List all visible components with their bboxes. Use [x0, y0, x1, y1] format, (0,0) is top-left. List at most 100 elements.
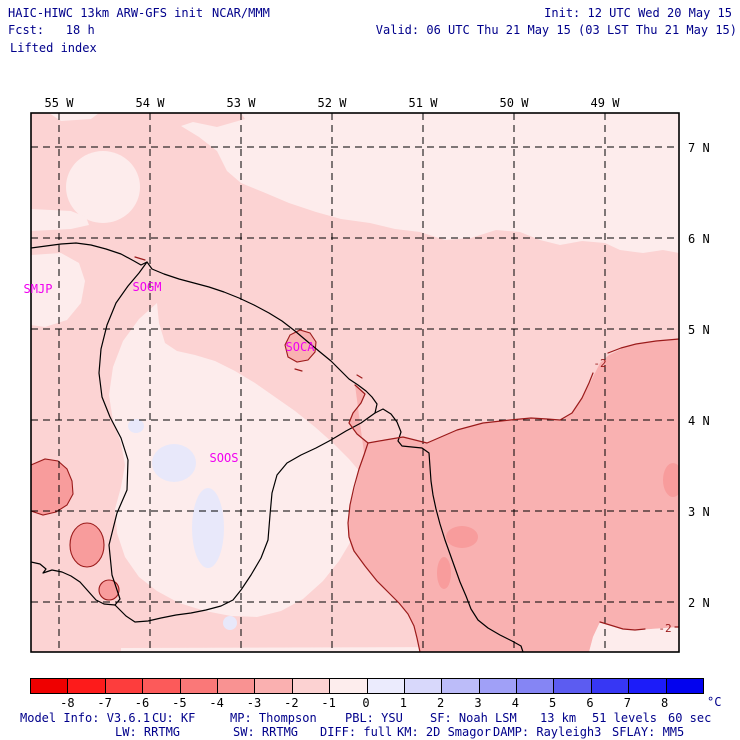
- lon-label: 50 W: [500, 96, 530, 110]
- border-southeast: [114, 412, 376, 623]
- colorbar-tick-label: 8: [661, 696, 669, 710]
- contoured-blob: [69, 522, 105, 568]
- colorbar-tick-label: 3: [474, 696, 482, 710]
- valid-time: Valid: 06 UTC Thu 21 May 15 (03 LST Thu …: [375, 23, 737, 37]
- contour-fragment: [294, 368, 303, 372]
- lon-label: 54 W: [136, 96, 166, 110]
- fill-dark-southeast: [348, 339, 679, 652]
- model-info-item: 60 sec: [668, 711, 712, 725]
- model-info-item: SW: RRTMG: [233, 725, 299, 739]
- border-west-stub: [31, 561, 116, 606]
- station-label: SMJP: [24, 282, 53, 296]
- colorbar-segment: [554, 679, 592, 693]
- fill-pale-bottom-strip: [121, 647, 481, 652]
- colorbar-tick-label: 7: [623, 696, 631, 710]
- lat-label: 6 N: [688, 232, 710, 246]
- colorbar-segment: [404, 679, 443, 693]
- colorbar-tick-label: -1: [321, 696, 336, 710]
- station-label: SOGM: [133, 280, 162, 294]
- model-info-item: SFLAY: MM5: [612, 725, 685, 739]
- contoured-blob-soca: [284, 329, 317, 363]
- lat-label: 7 N: [688, 141, 710, 155]
- longitude-labels: 55 W 54 W 53 W 52 W 51 W 50 W 49 W: [45, 96, 621, 110]
- map-frame: [30, 112, 680, 653]
- colorbar-tick-label: -7: [97, 696, 112, 710]
- fill-pale-notch: [49, 113, 99, 121]
- border-river-west: [98, 261, 148, 606]
- model-info-item: MP: Thompson: [230, 711, 317, 725]
- model-info-item: DAMP: Rayleigh3: [493, 725, 602, 739]
- lon-label: 51 W: [409, 96, 439, 110]
- contour-fragment: [356, 374, 363, 379]
- colorbar-tick-label: 0: [362, 696, 370, 710]
- colorbar-tick-label: -5: [172, 696, 187, 710]
- latitude-labels: 7 N 6 N 5 N 4 N 3 N 2 N: [688, 141, 710, 610]
- colorbar-segment: [255, 679, 293, 693]
- contour-line-neg2: [348, 338, 679, 444]
- station-label: SOCA: [286, 340, 316, 354]
- contoured-blob: [31, 458, 74, 516]
- lon-label: 49 W: [591, 96, 621, 110]
- colorbar-segment: [367, 679, 405, 693]
- colorbar-tick-label: 6: [586, 696, 594, 710]
- colorbar-tick-label: 2: [437, 696, 445, 710]
- fill-lavender-patch: [192, 488, 224, 568]
- fcst-hour: Fcst: 18 h: [8, 23, 95, 37]
- lat-label: 4 N: [688, 414, 710, 428]
- colorbar-segment: [479, 679, 518, 693]
- model-info-item: Model Info: V3.6.1: [20, 711, 151, 725]
- init-time: Init: 12 UTC Wed 20 May 15: [544, 6, 732, 20]
- latlon-grid: [31, 113, 679, 652]
- field-title: Lifted index: [10, 41, 97, 55]
- lon-label: 52 W: [318, 96, 348, 110]
- colorbar-segment: [68, 679, 106, 693]
- colorbar-tick-label: 1: [399, 696, 407, 710]
- model-info-item: 51 levels: [592, 711, 658, 725]
- colorbar-segment: [180, 679, 218, 693]
- colorbar-segment: [217, 679, 256, 693]
- contour-fragment: [134, 256, 146, 261]
- fill-lavender-patch: [223, 616, 237, 630]
- colorbar-tick-label: -8: [60, 696, 75, 710]
- fill-pale-se-corner: [589, 622, 679, 652]
- fill-lavender-patch: [128, 419, 144, 433]
- lon-label: 55 W: [45, 96, 75, 110]
- model-info-item: 13 km: [540, 711, 577, 725]
- colorbar-segment: [105, 679, 144, 693]
- station-label: SOOS: [210, 451, 239, 465]
- model-info-item: CU: KF: [152, 711, 196, 725]
- fill-darker-spot: [446, 526, 478, 548]
- contour-label: -2: [593, 357, 606, 370]
- org-label: NCAR/MMM: [212, 6, 270, 20]
- colorbar-segment: [292, 679, 331, 693]
- fill-pale-interior: [109, 303, 367, 617]
- colorbar-tick-label: 4: [511, 696, 519, 710]
- colorbar-tick-label: 5: [549, 696, 557, 710]
- contour-label: -2: [658, 622, 671, 635]
- colorbar-segment: [143, 679, 181, 693]
- colorbar-segment: [517, 679, 555, 693]
- coastline: [31, 242, 524, 652]
- lon-label: 53 W: [227, 96, 257, 110]
- model-info-item: SF: Noah LSM: [430, 711, 517, 725]
- colorbar-segment: [442, 679, 480, 693]
- fill-lavender-patch: [152, 444, 196, 482]
- lat-label: 2 N: [688, 596, 710, 610]
- model-info-item: KM: 2D Smagor: [397, 725, 491, 739]
- model-title: HAIC-HIWC 13km ARW-GFS init: [8, 6, 204, 20]
- colorbar-segment: [666, 679, 704, 693]
- fill-darker-spot: [663, 463, 679, 497]
- colorbar: [30, 678, 704, 694]
- colorbar-tick-label: -6: [134, 696, 150, 710]
- lat-label: 5 N: [688, 323, 710, 337]
- fill-pale-sea-pocket: [66, 151, 140, 223]
- model-info-item: DIFF: full: [320, 725, 393, 739]
- fill-darker-spot: [437, 557, 451, 589]
- lat-label: 3 N: [688, 505, 710, 519]
- contoured-blob: [98, 579, 120, 601]
- model-info-item: LW: RRTMG: [115, 725, 181, 739]
- fill-pale-left-strip: [31, 209, 89, 231]
- map-fill-layer: [31, 113, 679, 652]
